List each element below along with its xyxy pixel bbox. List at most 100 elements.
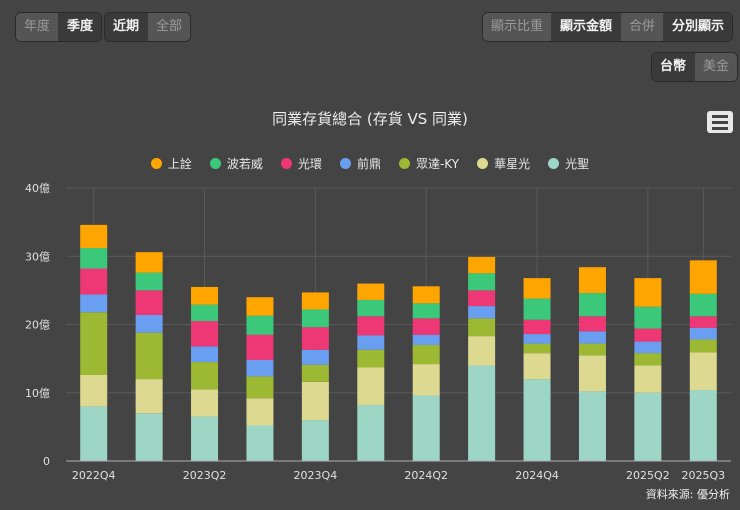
period-button-1[interactable]: 季度 <box>59 13 102 41</box>
y-tick-label: 0 <box>43 455 50 468</box>
bar-segment <box>80 312 108 376</box>
bar-segment <box>412 334 440 345</box>
bar-segment <box>523 353 551 380</box>
bar-segment <box>191 362 219 390</box>
bar-segment <box>412 395 440 461</box>
legend-item[interactable]: 華星光 <box>477 155 530 172</box>
chart-title: 同業存貨總合 (存貨 VS 同業) <box>272 110 468 128</box>
legend-item[interactable]: 波若威 <box>209 155 263 172</box>
legend-dot-icon <box>209 158 221 169</box>
currency-button-0[interactable]: 台幣 <box>652 53 696 81</box>
bar-segment <box>468 336 496 366</box>
bar-segment <box>578 293 606 317</box>
range-toggle: 近期 全部 <box>104 12 192 42</box>
bar-segment <box>689 316 717 328</box>
legend-label: 上詮 <box>167 157 192 171</box>
bar-segment <box>634 353 662 366</box>
legend-item[interactable]: 上詮 <box>150 155 192 172</box>
bar-segment <box>689 352 717 391</box>
bar-segment <box>523 319 551 335</box>
legend-dot-icon <box>150 158 162 169</box>
y-tick-label: 40億 <box>25 182 50 195</box>
bar-segment <box>357 316 385 336</box>
bar-segment <box>634 278 662 307</box>
bar-segment <box>301 327 329 350</box>
bar-segment <box>246 297 274 316</box>
x-tick-label: 2025Q3 <box>681 469 725 482</box>
bar-segment <box>689 260 717 294</box>
bar-segment <box>301 420 329 461</box>
legend-item[interactable]: 光聖 <box>548 155 589 172</box>
range-button-1[interactable]: 全部 <box>148 13 191 41</box>
bar-segment <box>191 286 219 305</box>
bar-segment <box>412 286 440 304</box>
bar-segment <box>689 390 717 461</box>
data-source: 資料來源: 優分析 <box>645 488 730 501</box>
bar-segment <box>634 306 662 329</box>
display-button-3[interactable]: 分別顯示 <box>664 13 733 41</box>
legend-label: 波若威 <box>226 157 263 171</box>
y-tick-label: 30億 <box>25 250 50 263</box>
x-tick-label: 2022Q4 <box>72 469 116 482</box>
x-tick-label: 2024Q2 <box>404 469 448 482</box>
bar-segment <box>301 364 329 382</box>
bar-segment <box>468 318 496 337</box>
bar-segment <box>468 256 496 274</box>
bar-segment <box>523 379 551 461</box>
legend-item[interactable]: 眾達-KY <box>398 155 460 172</box>
display-button-1[interactable]: 顯示金額 <box>552 13 622 41</box>
bar-segment <box>191 321 219 347</box>
display-button-2[interactable]: 合併 <box>621 13 665 41</box>
legend-label: 眾達-KY <box>415 157 460 171</box>
bar-segment <box>135 413 163 461</box>
bar-segment <box>246 334 274 360</box>
legend-dot-icon <box>398 158 410 169</box>
bar-segment <box>80 268 108 295</box>
bar-segment <box>468 306 496 319</box>
bar-segment <box>135 290 163 315</box>
x-tick-label: 2023Q2 <box>183 469 227 482</box>
bar-segment <box>135 272 163 291</box>
display-button-0[interactable]: 顯示比重 <box>483 13 553 41</box>
bar-segment <box>191 389 219 417</box>
legend-label: 前鼎 <box>356 157 381 171</box>
hamburger-menu-icon[interactable] <box>707 111 733 133</box>
bar-segment <box>246 315 274 335</box>
bar-segment <box>689 327 717 340</box>
bar-segment <box>689 339 717 353</box>
bar-segment <box>80 406 108 461</box>
bar-segment <box>578 391 606 461</box>
bar-segment <box>523 343 551 354</box>
legend-label: 華星光 <box>494 157 531 171</box>
bar-segment <box>357 405 385 461</box>
bar-segment <box>578 267 606 294</box>
y-tick-label: 10億 <box>25 387 50 400</box>
bar-segment <box>246 376 274 399</box>
bar-segment <box>135 314 163 333</box>
bar-segment <box>301 349 329 365</box>
bar-segment <box>191 416 219 461</box>
currency-button-1[interactable]: 美金 <box>695 53 738 81</box>
range-button-0[interactable]: 近期 <box>105 13 149 41</box>
bar-segment <box>135 379 163 414</box>
bar-segment <box>412 303 440 319</box>
y-tick-label: 20億 <box>25 319 50 332</box>
bar-segment <box>357 367 385 406</box>
bar-segment <box>80 248 108 269</box>
bar-segment <box>246 359 274 377</box>
legend-item[interactable]: 前鼎 <box>339 155 381 172</box>
bar-segment <box>191 346 219 363</box>
period-button-0[interactable]: 年度 <box>16 13 60 41</box>
bar-segment <box>689 293 717 317</box>
bar-segment <box>578 331 606 344</box>
legend-item[interactable]: 光環 <box>280 155 322 172</box>
bar-segment <box>412 344 440 365</box>
bar-segment <box>523 278 551 299</box>
bar-segment <box>301 292 329 310</box>
bar-segment <box>80 224 108 249</box>
legend-dot-icon <box>477 158 489 169</box>
x-tick-label: 2023Q4 <box>294 469 338 482</box>
bar-segment <box>578 355 606 392</box>
bar-segment <box>412 318 440 335</box>
